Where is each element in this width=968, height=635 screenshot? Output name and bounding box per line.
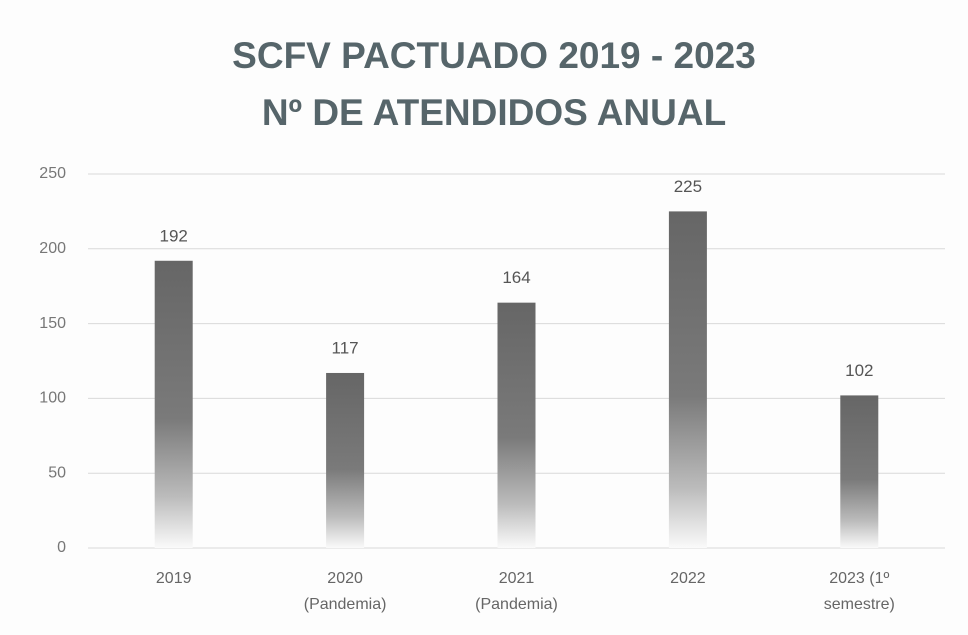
- y-tick-label: 150: [39, 315, 66, 332]
- x-tick-label: 2022: [670, 570, 706, 587]
- bar: [497, 302, 536, 548]
- value-label: 192: [160, 226, 188, 245]
- y-tick-label: 250: [39, 165, 66, 182]
- x-tick-label: 2019: [155, 570, 192, 587]
- value-label: 164: [502, 268, 530, 287]
- x-tick-label: 2021 (Pandemia): [475, 570, 558, 613]
- value-label: 102: [845, 361, 873, 380]
- value-label: 117: [332, 338, 359, 357]
- bar: [840, 395, 879, 548]
- y-tick-label: 0: [57, 539, 66, 556]
- chart-subtitle: Nº DE ATENDIDOS ANUAL: [262, 92, 726, 133]
- x-tick-label: 2020 (Pandemia): [303, 570, 387, 613]
- bar: [154, 260, 193, 548]
- chart-title: SCFV PACTUADO 2019 - 2023: [232, 35, 756, 76]
- x-tick-label: 2023 (1º semestre): [823, 570, 895, 613]
- value-label: 225: [674, 177, 702, 196]
- y-tick-label: 200: [39, 240, 66, 257]
- y-tick-label: 100: [39, 390, 66, 407]
- y-tick-label: 50: [48, 464, 66, 481]
- bar: [668, 211, 707, 548]
- bar: [326, 372, 365, 548]
